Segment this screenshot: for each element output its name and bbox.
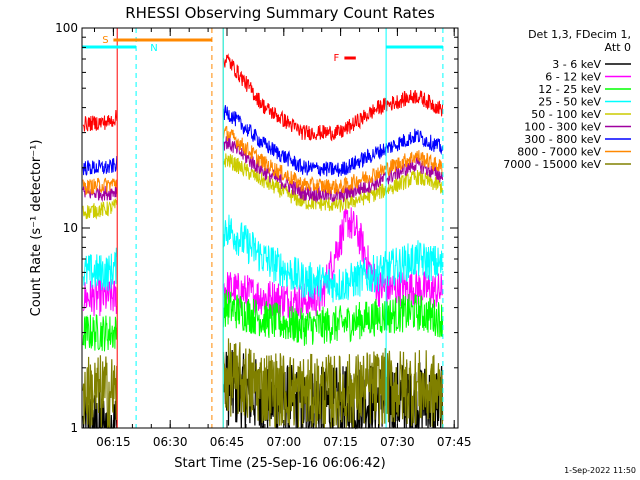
y-tick-label: 10 xyxy=(63,221,78,235)
y-tick-label: 100 xyxy=(55,21,78,35)
series-line-25-50-kev-seg1 xyxy=(223,214,444,303)
x-tick-label: 07:00 xyxy=(267,435,302,449)
chart-title: RHESSI Observing Summary Count Rates xyxy=(125,4,435,22)
series-line-6-12-kev-seg0 xyxy=(82,278,118,317)
series-line-300-800-kev-seg1 xyxy=(223,105,444,177)
legend-label: 100 - 300 keV xyxy=(524,121,601,134)
flag-label-n: N xyxy=(150,43,157,54)
axis-layer: 06:15 06:30 06:45 07:00 07:15 07:30 07:45 1 10 10… xyxy=(55,21,471,449)
flag-label-s: S xyxy=(102,35,108,46)
series-line-50-100-kev-seg0 xyxy=(82,198,118,220)
legend-header-line-2: Att 0 xyxy=(605,41,631,54)
legend-label: 300 - 800 keV xyxy=(524,133,601,146)
series-line-100-300-kev-seg1 xyxy=(223,135,444,204)
series-line-800-7000-kev-seg1 xyxy=(223,125,443,195)
series-line-7000-15000-kev-seg1 xyxy=(222,338,444,429)
series-line-12-25-kev-seg1 xyxy=(223,289,444,346)
x-tick-label: 06:30 xyxy=(153,435,188,449)
legend-label: 3 - 6 keV xyxy=(552,58,601,71)
series-line-300-800-kev-seg0 xyxy=(82,155,118,176)
x-tick-label: 07:15 xyxy=(323,435,358,449)
series-line-unlabeled-seg1 xyxy=(223,53,444,142)
legend-label: 7000 - 15000 keV xyxy=(503,158,601,171)
legend-label: 50 - 100 keV xyxy=(531,108,601,121)
flag-label-f: F xyxy=(334,53,340,64)
series-line-6-12-kev-seg1 xyxy=(223,207,444,321)
x-axis-label: Start Time (25-Sep-16 06:06:42) xyxy=(174,456,385,471)
series-line-7000-15000-kev-seg0 xyxy=(82,355,118,429)
series-line-12-25-kev-seg0 xyxy=(82,313,118,352)
y-tick-label: 1 xyxy=(70,421,78,435)
legend-label: 800 - 7000 keV xyxy=(517,146,601,159)
x-tick-label: 07:30 xyxy=(380,435,415,449)
legend-header-line-1: Det 1,3, FDecim 1, xyxy=(528,28,631,41)
generation-timestamp: 1-Sep-2022 11:50 xyxy=(564,466,636,475)
series-line-800-7000-kev-seg0 xyxy=(82,177,118,196)
x-tick-label: 06:15 xyxy=(96,435,131,449)
legend-label: 6 - 12 keV xyxy=(545,71,601,84)
y-axis-label: Count Rate (s⁻¹ detector⁻¹) xyxy=(29,140,44,317)
flag-layer: S N F xyxy=(82,28,444,428)
series-line-25-50-kev-seg0 xyxy=(82,247,118,291)
x-tick-label: 06:45 xyxy=(210,435,245,449)
series-line-unlabeled-seg0 xyxy=(82,109,118,132)
x-tick-label: 07:45 xyxy=(437,435,472,449)
legend-label: 25 - 50 keV xyxy=(538,96,601,109)
series-layer xyxy=(82,28,444,430)
legend-label: 12 - 25 keV xyxy=(538,83,601,96)
